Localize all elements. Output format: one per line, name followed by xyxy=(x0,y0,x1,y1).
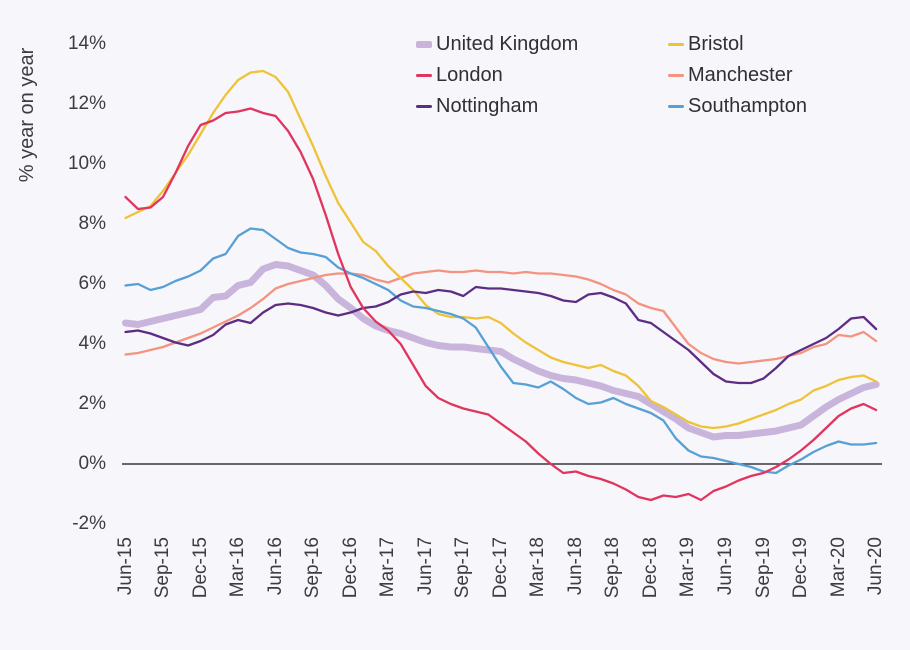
x-axis-tick-label: Jun-20 xyxy=(865,537,887,596)
series-line-bristol xyxy=(124,69,878,430)
series-line-united-kingdom xyxy=(122,261,880,441)
y-axis-tick-label: 2% xyxy=(78,393,106,414)
x-axis-tick-label: Sep-17 xyxy=(452,537,474,599)
legend-item-london: London xyxy=(416,60,578,91)
x-axis-tick-label: Jun-15 xyxy=(114,537,136,596)
legend-swatch-icon xyxy=(416,74,432,77)
legend-swatch-icon xyxy=(668,105,684,108)
x-axis-tick-label: Jun-19 xyxy=(714,537,736,596)
x-axis-tick-label: Jun-16 xyxy=(264,537,286,596)
y-axis-tick-label: 12% xyxy=(67,93,106,114)
y-axis-tick-label: 14% xyxy=(67,33,106,54)
legend-item-southampton: Southampton xyxy=(668,91,807,122)
legend-label: Manchester xyxy=(688,64,793,86)
x-axis-tick-label: Mar-16 xyxy=(227,537,249,598)
legend-item-nottingham: Nottingham xyxy=(416,91,578,122)
x-axis-tick-label: Mar-17 xyxy=(377,537,399,598)
x-axis-tick-label: Dec-17 xyxy=(489,537,511,599)
legend-swatch-icon xyxy=(668,43,684,46)
legend-item-united-kingdom: United Kingdom xyxy=(416,29,578,60)
x-axis-tick-label: Sep-18 xyxy=(602,537,624,599)
x-axis-tick-label: Dec-16 xyxy=(339,537,361,599)
legend-item-bristol: Bristol xyxy=(668,29,807,60)
legend-label: London xyxy=(436,64,503,86)
x-axis-tick-label: Jun-17 xyxy=(414,537,436,596)
legend-label: Southampton xyxy=(688,95,807,117)
y-axis-tick-label: 4% xyxy=(78,333,106,354)
series-line-london xyxy=(124,107,878,502)
legend-column-left: United Kingdom London Nottingham xyxy=(416,29,578,122)
legend-item-manchester: Manchester xyxy=(668,60,807,91)
y-axis-tick-label: -2% xyxy=(72,513,106,534)
legend-label: Bristol xyxy=(688,33,744,55)
legend-label: Nottingham xyxy=(436,95,539,117)
y-axis-tick-label: 0% xyxy=(78,453,106,474)
legend-swatch-icon xyxy=(416,41,432,48)
x-axis-tick-label: Dec-19 xyxy=(790,537,812,599)
x-axis-tick-label: Mar-20 xyxy=(827,537,849,598)
legend-column-right: Bristol Manchester Southampton xyxy=(668,29,807,122)
x-axis-tick-label: Jun-18 xyxy=(564,537,586,596)
y-axis-tick-label: 10% xyxy=(67,153,106,174)
legend-label: United Kingdom xyxy=(436,33,579,55)
x-axis-tick-label: Sep-19 xyxy=(752,537,774,599)
y-axis-tick-label: 8% xyxy=(78,213,106,234)
x-axis-tick-label: Dec-18 xyxy=(639,537,661,599)
series-line-southampton xyxy=(124,227,878,475)
x-axis-tick-label: Mar-19 xyxy=(677,537,699,598)
legend-swatch-icon xyxy=(668,74,684,77)
legend-swatch-icon xyxy=(416,105,432,108)
series-line-nottingham xyxy=(124,285,878,385)
y-axis-tick-label: 6% xyxy=(78,273,106,294)
x-axis-tick-label: Dec-15 xyxy=(189,537,211,599)
series-line-manchester xyxy=(124,269,878,365)
x-axis-tick-label: Mar-18 xyxy=(527,537,549,598)
x-axis-tick-label: Sep-15 xyxy=(152,537,174,599)
x-axis-tick-label: Sep-16 xyxy=(302,537,324,599)
